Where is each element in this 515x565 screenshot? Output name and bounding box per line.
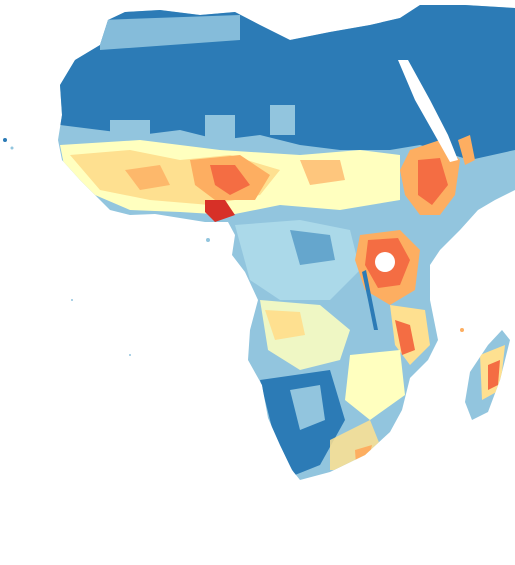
west-africa-hot-core (210, 165, 250, 195)
sahara-patch (205, 115, 235, 140)
sahel-spot (125, 165, 170, 190)
sahara-patch (110, 120, 150, 140)
island (206, 238, 210, 242)
island (460, 328, 464, 332)
east-africa-hot (395, 320, 415, 355)
ethiopia-core (418, 158, 448, 205)
island (3, 138, 7, 142)
kalahari-patch (290, 385, 325, 430)
sahel-spot (300, 160, 345, 185)
sahara-patch (270, 105, 295, 135)
madagascar (465, 330, 510, 420)
north-coast (100, 15, 240, 50)
angola-zone (265, 310, 305, 340)
lake-victoria (375, 252, 395, 272)
south-africa-east (330, 420, 380, 470)
nigeria-coast-hot (205, 200, 235, 222)
red-sea (398, 60, 458, 162)
mozambique-zone (345, 350, 405, 420)
congo-core (290, 230, 335, 265)
island (71, 299, 73, 301)
lake-tanganyika (362, 270, 378, 330)
island (10, 146, 14, 150)
island (129, 354, 131, 356)
arabia-hotspot (458, 135, 475, 165)
